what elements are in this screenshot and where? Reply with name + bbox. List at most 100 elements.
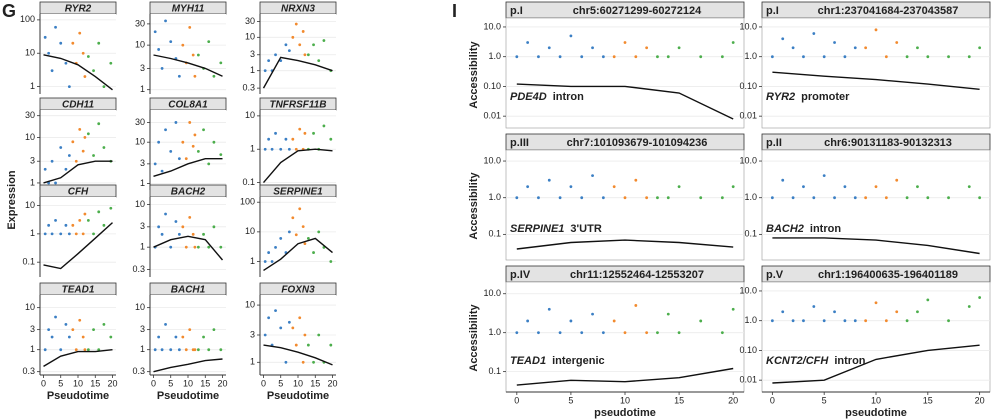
- point: [196, 53, 200, 57]
- point: [312, 43, 315, 47]
- panel-title: NRXN3: [281, 4, 315, 15]
- trend-line: [516, 367, 734, 386]
- point: [329, 343, 333, 347]
- point: [656, 331, 659, 335]
- point: [102, 223, 106, 227]
- point: [219, 348, 223, 352]
- x-tick-label: 0: [151, 378, 156, 388]
- point: [54, 181, 57, 185]
- point: [884, 196, 888, 200]
- point: [916, 46, 919, 50]
- point: [294, 147, 298, 151]
- point: [303, 242, 307, 246]
- point: [291, 216, 295, 220]
- point: [895, 178, 899, 182]
- point: [177, 232, 181, 236]
- y-tick-label: 0.1: [488, 229, 501, 239]
- point: [916, 310, 919, 314]
- point: [109, 61, 113, 65]
- point: [317, 230, 321, 234]
- point: [967, 305, 971, 308]
- y-axis-label: Expression: [6, 170, 18, 230]
- y-tick-label: 3: [140, 158, 145, 168]
- point: [92, 328, 95, 332]
- point: [905, 55, 909, 59]
- point: [812, 32, 816, 35]
- point: [303, 333, 307, 337]
- y-tick-label: 0.10: [483, 81, 501, 91]
- point: [967, 185, 971, 189]
- point: [207, 348, 211, 352]
- x-tick-label: 20: [328, 378, 338, 388]
- y-tick-label: 10: [25, 302, 35, 312]
- point: [164, 322, 167, 326]
- point: [83, 75, 87, 78]
- point: [677, 46, 681, 50]
- point: [102, 146, 106, 149]
- point: [843, 319, 847, 323]
- plot-area: [505, 17, 745, 129]
- y-tick-label: 3: [140, 324, 145, 334]
- panel-title: TNFRSF11B: [269, 100, 326, 111]
- y-tick-label: 0.1: [744, 229, 757, 239]
- y-tick-label: 30: [245, 16, 255, 26]
- point: [64, 223, 68, 227]
- plot-area: [150, 14, 226, 94]
- x-tick-label: 15: [674, 395, 684, 405]
- point: [677, 331, 681, 335]
- point: [303, 53, 307, 57]
- point: [926, 55, 930, 59]
- point: [978, 296, 982, 299]
- point: [853, 46, 857, 50]
- plot-area: [40, 14, 116, 94]
- point: [207, 40, 211, 44]
- point: [947, 55, 950, 59]
- point: [212, 225, 216, 229]
- panel-letter: I: [452, 1, 457, 21]
- point: [212, 140, 216, 144]
- point: [86, 218, 90, 222]
- point: [202, 232, 205, 236]
- point: [270, 260, 274, 263]
- x-tick-label: 20: [728, 395, 738, 405]
- point: [291, 137, 295, 141]
- point: [191, 53, 195, 57]
- point: [169, 40, 173, 44]
- trend-line: [43, 222, 113, 270]
- point: [67, 85, 71, 88]
- y-tick-label: 0.10: [739, 81, 757, 91]
- point: [569, 34, 573, 38]
- point: [306, 343, 310, 347]
- region-label: intergenic: [552, 355, 605, 367]
- point: [97, 41, 101, 45]
- point: [770, 55, 774, 59]
- point: [978, 196, 982, 200]
- point: [83, 136, 87, 139]
- point: [47, 328, 51, 332]
- x-axis-label: Pseudotime: [157, 390, 219, 402]
- trend-line: [43, 349, 113, 368]
- point: [926, 298, 930, 302]
- point: [967, 55, 971, 59]
- point: [526, 41, 530, 44]
- point: [43, 348, 47, 352]
- point: [43, 232, 47, 236]
- point: [50, 335, 54, 339]
- x-tick-label: 0: [514, 395, 519, 405]
- point: [947, 196, 950, 200]
- point: [623, 196, 627, 200]
- y-tick-label: 1.0: [488, 192, 501, 202]
- point: [306, 53, 310, 57]
- point: [164, 19, 167, 23]
- point: [83, 348, 87, 352]
- point: [153, 348, 157, 352]
- point: [54, 315, 57, 319]
- point: [601, 331, 605, 335]
- point: [181, 43, 185, 47]
- gene-label: BACH2: [766, 223, 804, 235]
- point: [526, 185, 530, 189]
- panel-title: chr11:12552464-12553207: [570, 269, 704, 281]
- point: [102, 322, 106, 326]
- y-tick-label: 1: [250, 65, 255, 75]
- point: [67, 154, 71, 157]
